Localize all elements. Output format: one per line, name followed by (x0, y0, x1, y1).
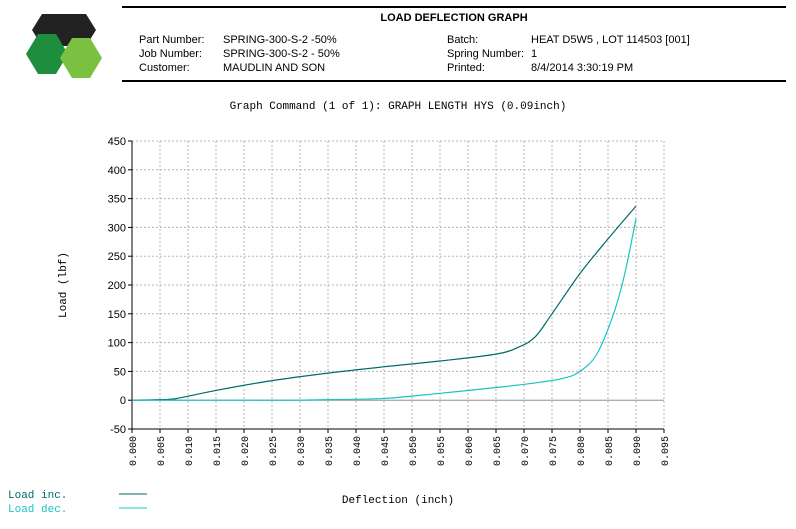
y-tick-label: 250 (108, 251, 126, 263)
y-tick-label: 0 (120, 395, 126, 407)
x-axis-label: Deflection (inch) (342, 495, 454, 507)
y-tick-label: 150 (108, 309, 126, 321)
report-title: LOAD DEFLECTION GRAPH (380, 12, 528, 24)
x-tick-label: 0.065 (493, 436, 504, 466)
batch-value: HEAT D5W5 , LOT 114503 [001] (531, 34, 690, 46)
x-tick-label: 0.020 (241, 436, 252, 466)
y-tick-label: -50 (110, 424, 126, 436)
job-number-label: Job Number: (139, 48, 202, 60)
customer-value: MAUDLIN AND SON (223, 62, 326, 74)
legend: Load inc. Load dec. (8, 490, 147, 516)
x-tick-label: 0.075 (549, 436, 560, 466)
customer-label: Customer: (139, 62, 190, 74)
report-header: LOAD DEFLECTION GRAPH Part Number: SPRIN… (122, 6, 786, 82)
x-tick-label: 0.080 (577, 436, 588, 466)
printed-value: 8/4/2014 3:30:19 PM (531, 62, 634, 74)
y-axis-label: Load (lbf) (58, 252, 70, 318)
x-tick-label: 0.050 (409, 436, 420, 466)
x-tick-label: 0.090 (633, 436, 644, 466)
legend-label-inc: Load inc. (8, 490, 67, 502)
y-tick-label: 100 (108, 338, 126, 350)
y-tick-label: 350 (108, 194, 126, 206)
logo-green-hexagon (26, 34, 68, 74)
legend-label-dec: Load dec. (8, 504, 67, 516)
y-tick-label: 200 (108, 280, 126, 292)
part-number-label: Part Number: (139, 34, 205, 46)
grid (132, 140, 665, 429)
spring-number-value: 1 (531, 48, 538, 60)
x-tick-label: 0.000 (129, 436, 140, 466)
y-tick-label: 300 (108, 222, 126, 234)
x-tick-label: 0.085 (605, 436, 616, 466)
series-line-load-inc (131, 205, 637, 401)
y-tick-label: 450 (108, 136, 126, 148)
spring-number-label: Spring Number: (447, 48, 525, 60)
part-number-value: SPRING-300-S-2 -50% (223, 34, 337, 46)
axes: 0.000 0.005 0.010 0.015 0.020 0.025 0.030 0.035… (108, 136, 672, 466)
x-tick-label: 0.070 (521, 436, 532, 466)
x-tick-label: 0.095 (661, 436, 672, 466)
x-tick-label: 0.060 (465, 436, 476, 466)
logo-light-hexagon (60, 38, 102, 78)
x-tick-label: 0.045 (381, 436, 392, 466)
printed-label: Printed: (447, 62, 485, 74)
job-number-value: SPRING-300-S-2 - 50% (223, 48, 340, 60)
company-logo (26, 14, 102, 78)
graph-command: Graph Command (1 of 1): GRAPH LENGTH HYS… (229, 101, 567, 113)
x-tick-label: 0.030 (297, 436, 308, 466)
x-tick-label: 0.040 (353, 436, 364, 466)
batch-label: Batch: (447, 34, 479, 46)
x-tick-label: 0.015 (213, 436, 224, 466)
series-line-load-dec (132, 218, 637, 401)
x-tick-label: 0.055 (437, 436, 448, 466)
y-tick-label: 50 (114, 366, 126, 378)
x-tick-label: 0.005 (157, 436, 168, 466)
series-lines (131, 205, 637, 401)
y-tick-label: 400 (108, 165, 126, 177)
x-tick-label: 0.025 (269, 436, 280, 466)
x-tick-label: 0.010 (185, 436, 196, 466)
x-tick-label: 0.035 (325, 436, 336, 466)
